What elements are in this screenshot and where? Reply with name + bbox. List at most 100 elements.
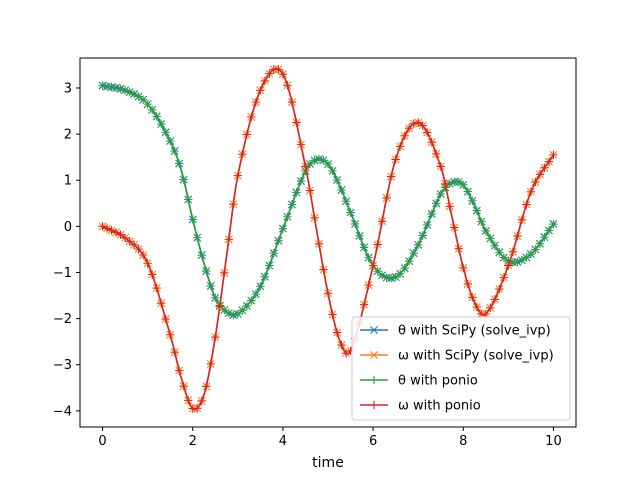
data-point bbox=[179, 381, 188, 391]
data-point bbox=[283, 81, 292, 90]
data-point bbox=[526, 249, 536, 259]
data-point bbox=[147, 270, 157, 279]
data-point bbox=[432, 199, 441, 208]
y-tick-label: 1 bbox=[64, 174, 72, 189]
data-point bbox=[486, 303, 495, 312]
data-point bbox=[138, 250, 148, 260]
data-point bbox=[323, 159, 333, 169]
data-point bbox=[202, 266, 211, 276]
legend-box bbox=[351, 316, 571, 421]
data-point bbox=[418, 121, 427, 130]
y-tick-label: −4 bbox=[53, 404, 72, 419]
data-point bbox=[265, 261, 274, 270]
data-point bbox=[531, 177, 540, 187]
data-point bbox=[468, 293, 477, 302]
data-point bbox=[102, 82, 112, 91]
data-point bbox=[129, 89, 139, 99]
x-tick-label: 8 bbox=[459, 434, 467, 449]
data-point bbox=[499, 273, 509, 282]
data-point bbox=[206, 359, 215, 369]
data-point bbox=[202, 382, 211, 391]
x-tick-label: 6 bbox=[369, 434, 377, 449]
data-point bbox=[495, 284, 504, 294]
plot-frame bbox=[79, 57, 577, 428]
data-point bbox=[220, 268, 229, 278]
data-point bbox=[400, 131, 409, 141]
series-layer bbox=[98, 65, 558, 413]
data-point bbox=[332, 175, 342, 185]
data-point bbox=[247, 112, 256, 122]
data-point bbox=[102, 224, 112, 233]
data-point bbox=[459, 263, 468, 273]
data-point bbox=[319, 265, 328, 274]
data-point bbox=[220, 305, 229, 315]
data-point bbox=[229, 200, 238, 209]
data-point bbox=[175, 366, 184, 375]
data-point bbox=[359, 243, 369, 252]
data-point bbox=[346, 208, 355, 217]
data-point bbox=[526, 187, 536, 196]
data-point bbox=[301, 162, 310, 171]
data-point bbox=[386, 172, 396, 181]
data-point bbox=[238, 306, 247, 315]
data-point bbox=[549, 219, 558, 229]
data-point bbox=[373, 240, 382, 249]
data-point bbox=[513, 231, 522, 241]
data-point bbox=[504, 261, 513, 270]
data-point bbox=[147, 105, 157, 114]
x-tick-label: 0 bbox=[98, 434, 106, 449]
data-point bbox=[184, 396, 193, 405]
legend-marker bbox=[369, 400, 379, 410]
data-point bbox=[481, 226, 491, 236]
data-point bbox=[413, 118, 423, 127]
legend-label: ω with ponio bbox=[398, 399, 481, 414]
data-point bbox=[242, 301, 252, 311]
data-point bbox=[423, 220, 432, 230]
data-point bbox=[184, 195, 193, 204]
data-point bbox=[138, 95, 148, 104]
data-point bbox=[296, 140, 306, 149]
data-point bbox=[197, 250, 206, 260]
data-point bbox=[382, 273, 391, 282]
data-point bbox=[459, 180, 468, 190]
data-point bbox=[495, 248, 504, 257]
legend-item: θ with ponio bbox=[360, 374, 478, 389]
data-point bbox=[463, 187, 472, 196]
y-tick-label: 2 bbox=[64, 128, 72, 143]
data-point bbox=[391, 155, 400, 164]
data-point bbox=[418, 231, 427, 240]
data-point bbox=[152, 283, 161, 293]
data-point bbox=[278, 69, 288, 79]
data-point bbox=[233, 171, 243, 180]
data-point bbox=[161, 128, 170, 137]
data-point bbox=[377, 271, 387, 280]
legend-marker bbox=[370, 351, 378, 359]
legend-label: ω with SciPy (solve_ivp) bbox=[398, 349, 554, 364]
data-point bbox=[134, 92, 143, 101]
data-point bbox=[242, 130, 252, 139]
data-point bbox=[314, 239, 324, 249]
y-tick-label: −3 bbox=[53, 358, 72, 373]
data-point bbox=[292, 188, 301, 197]
data-point bbox=[305, 159, 315, 169]
data-point bbox=[120, 233, 130, 243]
data-point bbox=[143, 99, 152, 109]
data-point bbox=[404, 124, 414, 133]
data-point bbox=[540, 163, 549, 173]
data-point bbox=[278, 224, 288, 233]
data-point bbox=[152, 112, 161, 121]
data-point bbox=[211, 332, 220, 342]
data-point bbox=[350, 219, 360, 229]
data-point bbox=[165, 330, 175, 339]
legend-marker bbox=[369, 375, 379, 385]
data-point bbox=[445, 202, 454, 211]
data-point bbox=[337, 340, 346, 350]
legend-item: θ with SciPy (solve_ivp) bbox=[360, 324, 551, 339]
data-point bbox=[197, 396, 206, 406]
data-point bbox=[120, 86, 130, 95]
data-point bbox=[129, 240, 139, 250]
data-point bbox=[373, 267, 382, 276]
data-point bbox=[377, 217, 387, 226]
data-point bbox=[323, 289, 333, 298]
data-point bbox=[292, 118, 301, 127]
